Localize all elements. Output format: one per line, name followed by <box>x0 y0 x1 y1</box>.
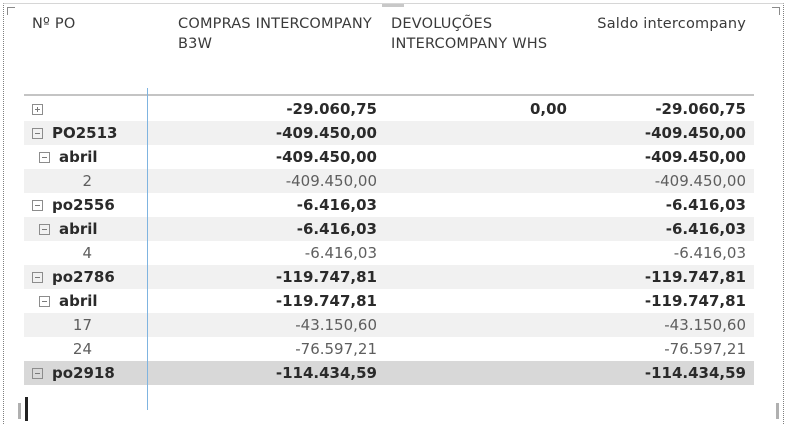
cell-saldo: -76.597,21 <box>664 340 746 358</box>
table-row-selected[interactable]: po2918 -114.434,59 -114.434,59 <box>24 361 754 385</box>
row-header-cell[interactable]: abril <box>32 217 98 241</box>
row-header-cell[interactable]: abril <box>32 289 98 313</box>
cell-compras: -114.434,59 <box>275 364 377 382</box>
cell-saldo: -6.416,03 <box>673 244 746 262</box>
row-label: 17 <box>72 316 92 334</box>
cell-saldo: -409.450,00 <box>654 172 746 190</box>
visual-corner-top-right <box>772 7 780 15</box>
collapse-minus-icon[interactable] <box>32 127 43 139</box>
collapse-minus-icon[interactable] <box>32 199 43 211</box>
column-header-saldo[interactable]: Saldo intercompany <box>597 16 746 32</box>
cell-compras: -409.450,00 <box>275 148 377 166</box>
visual-corner-top-left <box>7 7 15 15</box>
table-row[interactable]: 24 -76.597,21 -76.597,21 <box>24 337 754 361</box>
cell-compras: -119.747,81 <box>275 268 377 286</box>
row-header-cell[interactable]: 24 <box>32 337 92 361</box>
column-header-po[interactable]: Nº PO <box>32 16 76 32</box>
row-label: 2 <box>82 172 92 190</box>
cell-compras: -29.060,75 <box>286 100 377 118</box>
resize-handle-left[interactable] <box>18 403 21 419</box>
cell-devolucoes: 0,00 <box>529 100 567 118</box>
cell-saldo: -114.434,59 <box>644 364 746 382</box>
row-label: po2556 <box>52 196 115 214</box>
row-label: po2786 <box>52 268 115 286</box>
table-row[interactable]: -29.060,75 0,00 -29.060,75 <box>24 97 754 121</box>
cell-saldo: -43.150,60 <box>664 316 746 334</box>
cell-saldo: -6.416,03 <box>665 196 746 214</box>
resize-handle-right[interactable] <box>776 403 779 419</box>
row-header-cell[interactable]: po2918 <box>32 361 115 385</box>
visual-frame <box>3 3 784 424</box>
row-header-cell[interactable]: 17 <box>32 313 92 337</box>
row-header-cell[interactable]: po2556 <box>32 193 115 217</box>
column-header-compras[interactable]: COMPRAS INTERCOMPANY B3W <box>178 16 372 52</box>
collapse-minus-icon[interactable] <box>32 367 43 379</box>
cell-saldo: -409.450,00 <box>644 124 746 142</box>
row-header-cell[interactable] <box>32 97 52 121</box>
cell-compras: -76.597,21 <box>295 340 377 358</box>
cell-compras: -409.450,00 <box>275 124 377 142</box>
row-label: abril <box>59 148 98 166</box>
cell-saldo: -119.747,81 <box>644 268 746 286</box>
cell-compras: -6.416,03 <box>296 220 377 238</box>
table-row[interactable]: 4 -6.416,03 -6.416,03 <box>24 241 754 265</box>
cell-compras: -409.450,00 <box>285 172 377 190</box>
row-label: PO2513 <box>52 124 118 142</box>
expand-plus-icon[interactable] <box>32 103 43 115</box>
matrix-table: Nº PO COMPRAS INTERCOMPANY B3W DEVOLUÇÕE… <box>24 10 754 385</box>
cell-compras: -43.150,60 <box>295 316 377 334</box>
column-header-devolucoes[interactable]: DEVOLUÇÕES INTERCOMPANY WHS <box>391 16 548 52</box>
row-header-cell[interactable]: po2786 <box>32 265 115 289</box>
resize-handle-top[interactable] <box>382 4 404 7</box>
cell-saldo: -119.747,81 <box>644 292 746 310</box>
cell-saldo: -409.450,00 <box>644 148 746 166</box>
row-header-cell[interactable]: 4 <box>32 241 92 265</box>
table-row[interactable]: PO2513 -409.450,00 -409.450,00 <box>24 121 754 145</box>
cell-compras: -6.416,03 <box>296 196 377 214</box>
table-row[interactable]: abril -119.747,81 -119.747,81 <box>24 289 754 313</box>
collapse-minus-icon[interactable] <box>39 295 50 307</box>
cell-saldo: -6.416,03 <box>665 220 746 238</box>
table-row[interactable]: po2556 -6.416,03 -6.416,03 <box>24 193 754 217</box>
row-header-cell[interactable]: abril <box>32 145 98 169</box>
cell-compras: -6.416,03 <box>304 244 377 262</box>
row-label: abril <box>59 292 98 310</box>
row-label: po2918 <box>52 364 115 382</box>
cell-compras: -119.747,81 <box>275 292 377 310</box>
row-label: 24 <box>72 340 92 358</box>
row-label: abril <box>59 220 98 238</box>
row-header-cell[interactable]: 2 <box>32 169 92 193</box>
matrix-header: Nº PO COMPRAS INTERCOMPANY B3W DEVOLUÇÕE… <box>24 10 754 96</box>
collapse-minus-icon[interactable] <box>32 271 43 283</box>
table-row[interactable]: abril -6.416,03 -6.416,03 <box>24 217 754 241</box>
collapse-minus-icon[interactable] <box>39 223 50 235</box>
table-row[interactable]: 17 -43.150,60 -43.150,60 <box>24 313 754 337</box>
table-row[interactable]: 2 -409.450,00 -409.450,00 <box>24 169 754 193</box>
table-row[interactable]: abril -409.450,00 -409.450,00 <box>24 145 754 169</box>
row-label: 4 <box>82 244 92 262</box>
selection-marker <box>25 397 28 421</box>
collapse-minus-icon[interactable] <box>39 151 50 163</box>
cell-saldo: -29.060,75 <box>655 100 746 118</box>
table-row[interactable]: po2786 -119.747,81 -119.747,81 <box>24 265 754 289</box>
row-header-divider <box>147 88 148 410</box>
row-header-cell[interactable]: PO2513 <box>32 121 118 145</box>
